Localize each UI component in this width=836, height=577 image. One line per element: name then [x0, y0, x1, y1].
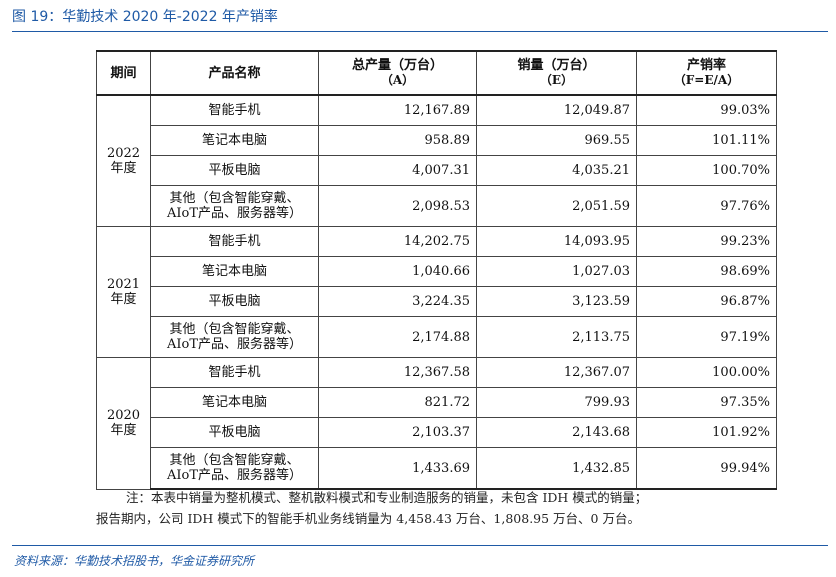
table-row: 平板电脑 3,224.35 3,123.59 96.87%	[97, 286, 777, 317]
source-divider	[12, 545, 828, 546]
header-production-sub: （A）	[380, 73, 415, 87]
product-cell: 笔记本电脑	[150, 256, 319, 287]
sales-cell: 12,049.87	[476, 94, 637, 126]
ratio-cell: 101.11%	[636, 125, 777, 156]
sales-cell: 2,051.59	[476, 185, 637, 227]
ratio-cell: 100.00%	[636, 357, 777, 388]
table-header-row: 期间 产品名称 总产量（万台） （A） 销量（万台） （E） 产销率 （F=E/…	[96, 50, 777, 96]
table-row: 2021 年度 智能手机 14,202.75 14,093.95 99.23%	[96, 226, 777, 358]
production-cell: 12,367.58	[318, 357, 477, 388]
year-label: 2020	[106, 408, 141, 424]
header-production: 总产量（万台） （A）	[318, 50, 477, 96]
ratio-cell: 99.94%	[636, 447, 777, 490]
header-ratio: 产销率 （F=E/A）	[636, 50, 777, 96]
product-line-1: 其他（包含智能穿戴、	[169, 191, 300, 206]
sales-cell: 3,123.59	[476, 286, 637, 317]
year-label: 2021	[106, 277, 141, 292]
product-cell: 笔记本电脑	[150, 387, 319, 418]
sales-cell: 14,093.95	[476, 226, 637, 257]
product-cell: 其他（包含智能穿戴、 AIoT产品、服务器等）	[150, 316, 319, 358]
ratio-cell: 99.03%	[636, 94, 777, 126]
product-cell: 平板电脑	[150, 286, 319, 317]
product-line-2: AIoT产品、服务器等）	[166, 337, 303, 352]
product-cell: 笔记本电脑	[150, 125, 319, 156]
sales-cell: 1,432.85	[476, 447, 637, 490]
sales-cell: 2,143.68	[476, 417, 637, 448]
year-cell-2021: 2021 年度	[96, 226, 151, 358]
table-row: 笔记本电脑 821.72 799.93 97.35%	[97, 387, 777, 418]
sales-cell: 12,367.07	[476, 357, 637, 388]
table-note: 注：本表中销量为整机模式、整机散料模式和专业制造服务的销量，未包含 IDH 模式…	[96, 487, 776, 529]
sales-cell: 4,035.21	[476, 155, 637, 186]
year-suffix: 年度	[110, 292, 137, 307]
product-cell: 智能手机	[150, 226, 319, 257]
ratio-cell: 97.76%	[636, 185, 777, 227]
table-row: 其他（包含智能穿戴、 AIoT产品、服务器等） 2,098.53 2,051.5…	[97, 185, 777, 227]
ratio-cell: 96.87%	[636, 286, 777, 317]
ratio-cell: 101.92%	[636, 417, 777, 448]
production-cell: 4,007.31	[318, 155, 477, 186]
production-sales-table: 期间 产品名称 总产量（万台） （A） 销量（万台） （E） 产销率 （F=E/…	[96, 50, 777, 490]
sales-cell: 799.93	[476, 387, 637, 418]
production-cell: 3,224.35	[318, 286, 477, 317]
year-suffix: 年度	[110, 423, 137, 439]
ratio-cell: 97.35%	[636, 387, 777, 418]
table-row: 其他（包含智能穿戴、 AIoT产品、服务器等） 2,174.88 2,113.7…	[97, 316, 777, 358]
ratio-cell: 99.23%	[636, 226, 777, 257]
header-sales: 销量（万台） （E）	[476, 50, 637, 96]
header-ratio-label: 产销率	[686, 58, 726, 73]
production-cell: 2,098.53	[318, 185, 477, 227]
product-line-2: AIoT产品、服务器等）	[166, 206, 303, 221]
production-cell: 1,040.66	[318, 256, 477, 287]
production-cell: 958.89	[318, 125, 477, 156]
table-row: 笔记本电脑 958.89 969.55 101.11%	[97, 125, 777, 156]
ratio-cell: 97.19%	[636, 316, 777, 358]
year-cell-2022: 2022 年度	[96, 94, 151, 227]
ratio-cell: 100.70%	[636, 155, 777, 186]
title-divider	[12, 31, 828, 32]
product-line-1: 其他（包含智能穿戴、	[169, 453, 300, 468]
table-row: 其他（包含智能穿戴、 AIoT产品、服务器等） 1,433.69 1,432.8…	[97, 447, 777, 490]
header-ratio-sub: （F=E/A）	[673, 73, 740, 87]
table-row: 2022 年度 智能手机 12,167.89 12,049.87 99.03%	[96, 94, 777, 227]
year-label: 2022	[106, 146, 141, 161]
header-production-label: 总产量（万台）	[351, 58, 443, 73]
table-row: 平板电脑 4,007.31 4,035.21 100.70%	[97, 155, 777, 186]
product-cell: 其他（包含智能穿戴、 AIoT产品、服务器等）	[150, 185, 319, 227]
header-period: 期间	[96, 50, 151, 96]
sales-cell: 2,113.75	[476, 316, 637, 358]
ratio-cell: 98.69%	[636, 256, 777, 287]
note-line-1: 注：本表中销量为整机模式、整机散料模式和专业制造服务的销量，未包含 IDH 模式…	[126, 490, 648, 505]
year-cell-2020: 2020 年度	[96, 357, 151, 490]
product-line-1: 其他（包含智能穿戴、	[169, 322, 300, 337]
product-cell: 智能手机	[150, 357, 319, 388]
source-text: 资料来源：华勤技术招股书，华金证券研究所	[14, 554, 255, 568]
note-line-2: 报告期内，公司 IDH 模式下的智能手机业务线销量为 4,458.43 万台、1…	[96, 511, 640, 526]
table-row: 平板电脑 2,103.37 2,143.68 101.92%	[97, 417, 777, 448]
production-cell: 1,433.69	[318, 447, 477, 490]
product-cell: 其他（包含智能穿戴、 AIoT产品、服务器等）	[150, 447, 319, 490]
product-line-2: AIoT产品、服务器等）	[166, 468, 303, 483]
sales-cell: 1,027.03	[476, 256, 637, 287]
figure-title: 图 19：华勤技术 2020 年-2022 年产销率	[12, 9, 278, 25]
production-sales-table-container: 期间 产品名称 总产量（万台） （A） 销量（万台） （E） 产销率 （F=E/…	[96, 50, 777, 490]
production-cell: 2,174.88	[318, 316, 477, 358]
production-cell: 12,167.89	[318, 94, 477, 126]
header-sales-sub: （E）	[539, 73, 574, 87]
table-row: 2020 年度 智能手机 12,367.58 12,367.07 100.00%	[96, 357, 777, 490]
production-cell: 821.72	[318, 387, 477, 418]
product-cell: 平板电脑	[150, 417, 319, 448]
product-cell: 智能手机	[150, 94, 319, 126]
production-cell: 14,202.75	[318, 226, 477, 257]
product-cell: 平板电脑	[150, 155, 319, 186]
production-cell: 2,103.37	[318, 417, 477, 448]
sales-cell: 969.55	[476, 125, 637, 156]
table-row: 笔记本电脑 1,040.66 1,027.03 98.69%	[97, 256, 777, 287]
header-product: 产品名称	[150, 50, 319, 96]
header-sales-label: 销量（万台）	[517, 58, 596, 73]
year-suffix: 年度	[110, 161, 137, 176]
